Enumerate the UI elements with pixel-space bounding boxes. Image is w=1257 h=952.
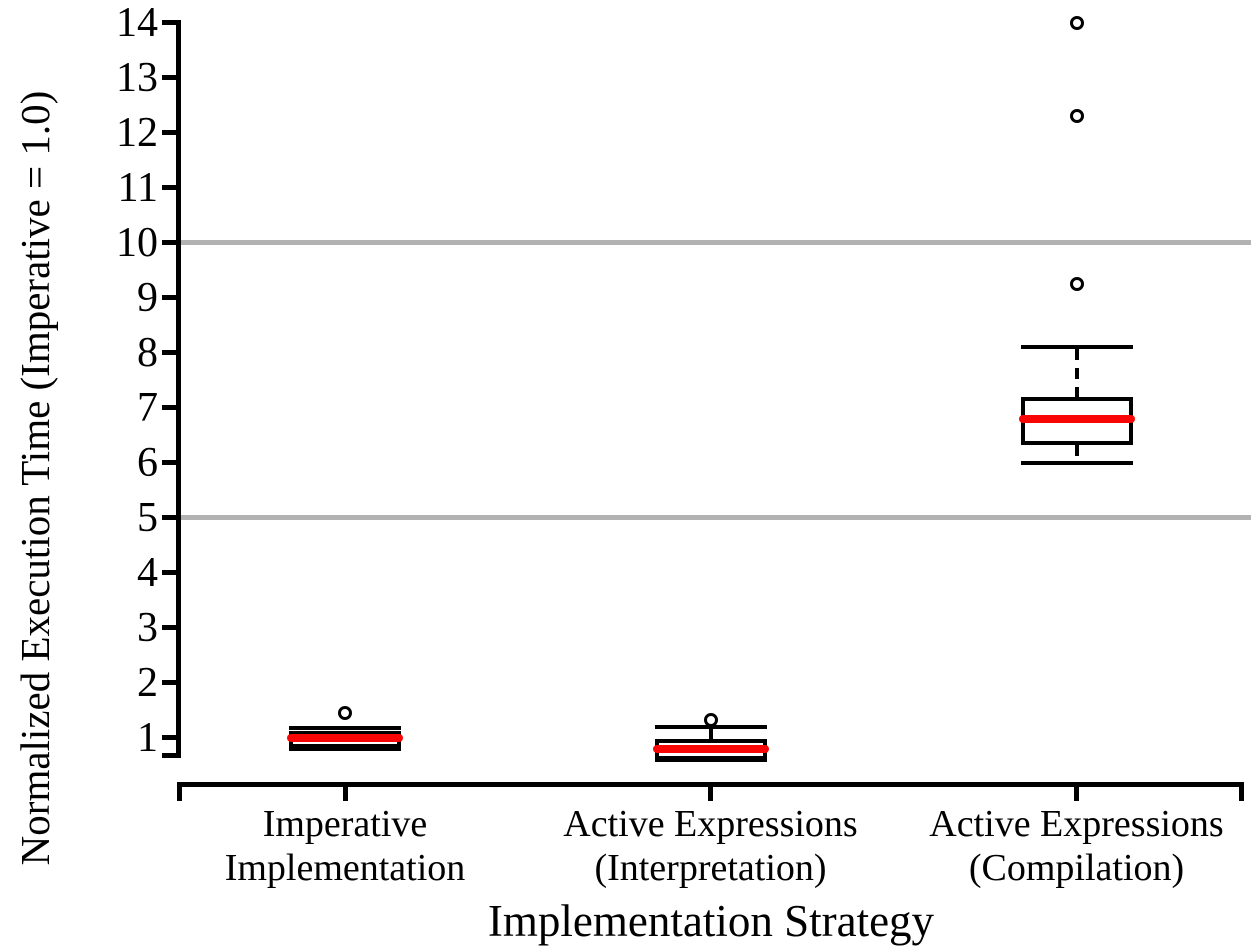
boxplot-median-2 bbox=[1018, 414, 1135, 423]
y-tick-5 bbox=[162, 515, 178, 520]
whisker-cap-low bbox=[1020, 460, 1133, 465]
outlier-1-0 bbox=[703, 712, 718, 727]
y-tick-4 bbox=[162, 570, 178, 575]
y-tick-13 bbox=[162, 75, 178, 80]
outlier-0-0 bbox=[338, 705, 352, 720]
y-tick-label-1: 1 bbox=[137, 714, 158, 761]
x-axis-left-end-cap bbox=[177, 782, 182, 801]
x-category-label-line: (Interpretation) bbox=[594, 847, 827, 889]
x-category-label-line: Active Expressions bbox=[563, 803, 858, 845]
y-tick-label-11: 11 bbox=[117, 164, 158, 211]
x-category-label-line: Active Expressions bbox=[929, 803, 1224, 845]
x-axis-title: Implementation Strategy bbox=[487, 896, 935, 946]
y-axis-spine bbox=[176, 20, 181, 758]
y-tick-label-6: 6 bbox=[137, 439, 158, 486]
x-category-label-line: Implementation bbox=[224, 847, 466, 889]
y-tick-11 bbox=[162, 185, 178, 190]
y-tick-8 bbox=[162, 350, 178, 355]
gridline-y-5 bbox=[181, 515, 1251, 520]
y-tick-12 bbox=[162, 130, 178, 135]
y-tick-10 bbox=[162, 240, 178, 245]
x-category-label-line: (Compilation) bbox=[968, 847, 1185, 889]
y-tick-7 bbox=[162, 405, 178, 410]
x-category-label-2: Active Expressions (Compilation) bbox=[867, 802, 1257, 890]
y-tick-label-7: 7 bbox=[137, 384, 158, 431]
outlier-2-2 bbox=[1069, 15, 1084, 30]
gridline-y-10 bbox=[181, 240, 1251, 245]
x-tick-category-1 bbox=[708, 782, 713, 801]
x-category-label-line: Imperative bbox=[262, 803, 428, 845]
boxplot-median-1 bbox=[652, 744, 769, 753]
y-tick-label-2: 2 bbox=[137, 659, 158, 706]
y-tick-label-4: 4 bbox=[137, 549, 158, 596]
y-tick-label-12: 12 bbox=[116, 109, 158, 156]
whisker-cap-high bbox=[1020, 345, 1133, 349]
whisker-cap-low bbox=[289, 746, 401, 751]
x-tick-category-2 bbox=[1074, 782, 1079, 801]
y-tick-3 bbox=[162, 625, 178, 630]
whisker-line-high bbox=[1074, 349, 1079, 398]
y-tick-label-10: 10 bbox=[116, 219, 158, 266]
y-tick-6 bbox=[162, 460, 178, 465]
y-tick-label-5: 5 bbox=[137, 494, 158, 541]
y-tick-label-9: 9 bbox=[137, 274, 158, 321]
x-tick-category-0 bbox=[342, 782, 348, 801]
y-tick-14 bbox=[162, 20, 178, 25]
y-tick-1 bbox=[162, 735, 178, 740]
y-tick-label-3: 3 bbox=[137, 604, 158, 651]
y-axis-end-cap bbox=[162, 753, 181, 758]
outlier-2-1 bbox=[1069, 109, 1084, 123]
y-tick-label-8: 8 bbox=[137, 329, 158, 376]
x-category-label-0: Imperative Implementation bbox=[135, 802, 555, 890]
whisker-cap-high bbox=[289, 725, 401, 730]
x-category-label-1: Active Expressions (Interpretation) bbox=[501, 802, 921, 890]
whisker-line-low bbox=[1074, 445, 1079, 461]
y-axis-title: Normalized Execution Time (Imperative = … bbox=[12, 90, 58, 866]
x-axis-right-end-cap bbox=[1239, 782, 1244, 801]
y-tick-2 bbox=[162, 680, 178, 685]
y-tick-9 bbox=[162, 295, 178, 300]
boxplot-median-0 bbox=[287, 733, 403, 742]
y-tick-label-14: 14 bbox=[116, 0, 158, 46]
whisker-line-high bbox=[708, 728, 713, 740]
y-tick-label-13: 13 bbox=[116, 54, 158, 101]
outlier-2-0 bbox=[1069, 276, 1084, 291]
